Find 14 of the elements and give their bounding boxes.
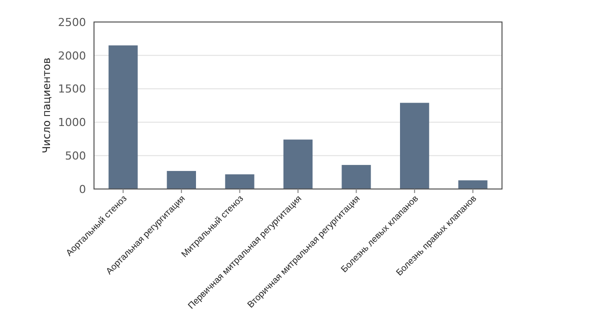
bar (400, 102, 430, 189)
y-tick-label: 1000 (58, 116, 86, 130)
bar (283, 140, 313, 189)
y-tick-label: 500 (65, 149, 86, 162)
bar (225, 174, 254, 189)
bar (108, 45, 138, 189)
y-tick-label: 1500 (58, 82, 86, 96)
y-tick-label: 2500 (58, 16, 86, 29)
bar (342, 164, 371, 189)
y-tick-label: 2000 (58, 49, 86, 62)
bar (166, 170, 196, 189)
y-axis-title: Число пациентов (41, 58, 53, 154)
bar (458, 180, 488, 189)
y-tick-label: 0 (79, 182, 86, 196)
